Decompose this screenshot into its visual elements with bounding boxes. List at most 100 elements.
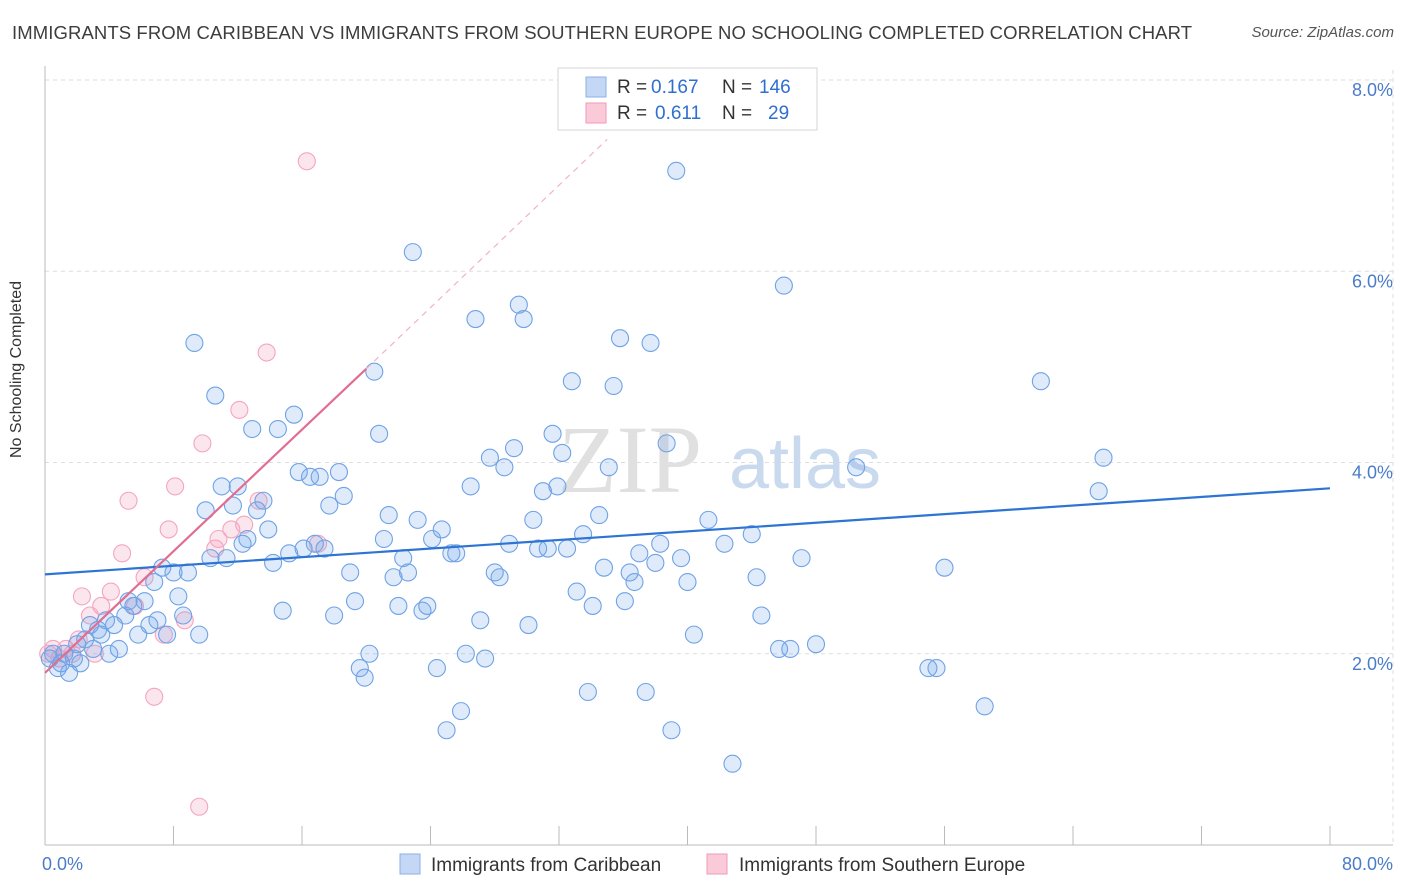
data-point-caribbean xyxy=(667,161,686,180)
data-point-caribbean xyxy=(604,376,623,396)
data-point-caribbean xyxy=(158,625,177,644)
data-point-caribbean xyxy=(557,539,577,558)
data-point-caribbean xyxy=(109,639,128,659)
data-point-southern-europe xyxy=(190,797,209,816)
source-label: Source: ZipAtlas.com xyxy=(1251,24,1394,41)
data-point-caribbean xyxy=(284,405,304,424)
data-point-caribbean xyxy=(476,649,495,668)
watermark-atlas: atlas xyxy=(729,424,881,504)
data-point-caribbean xyxy=(254,491,273,510)
data-point-caribbean xyxy=(562,372,581,391)
data-point-caribbean xyxy=(1089,482,1108,501)
data-point-caribbean xyxy=(723,754,742,773)
y-tick-label: 6.0% xyxy=(1352,271,1393,291)
legend-swatch-pink xyxy=(706,853,728,875)
x-tick-label: 80.0% xyxy=(1342,854,1393,874)
data-point-caribbean xyxy=(418,596,437,615)
data-point-southern-europe xyxy=(193,434,212,453)
data-point-caribbean xyxy=(548,477,567,496)
data-point-caribbean xyxy=(524,510,543,529)
data-point-caribbean xyxy=(781,639,800,659)
data-point-southern-europe xyxy=(257,343,276,362)
data-point-caribbean xyxy=(1031,372,1050,391)
data-point-caribbean xyxy=(223,496,242,515)
legend-r-label: R = xyxy=(617,77,647,98)
legend-n-label: N = xyxy=(722,103,752,124)
data-point-caribbean xyxy=(178,563,198,582)
data-point-caribbean xyxy=(247,501,267,520)
data-point-southern-europe xyxy=(145,687,164,706)
data-point-caribbean xyxy=(594,558,614,577)
data-point-caribbean xyxy=(365,362,384,381)
data-point-caribbean xyxy=(228,477,247,496)
data-point-caribbean xyxy=(699,510,718,529)
data-point-caribbean xyxy=(975,697,994,716)
data-point-caribbean xyxy=(135,592,154,611)
data-point-caribbean xyxy=(238,529,257,549)
data-point-caribbean xyxy=(636,682,655,702)
trend-line-caribbean xyxy=(44,487,1331,576)
data-point-caribbean xyxy=(504,439,524,458)
data-point-caribbean xyxy=(264,553,283,572)
data-point-caribbean xyxy=(329,463,348,482)
bottom-legend: Immigrants from Caribbean Immigrants fro… xyxy=(399,853,1025,876)
data-point-caribbean xyxy=(334,486,353,506)
data-point-southern-europe xyxy=(166,477,185,496)
data-point-caribbean xyxy=(774,276,793,295)
data-point-caribbean xyxy=(662,721,681,740)
data-point-caribbean xyxy=(206,386,225,405)
data-point-caribbean xyxy=(169,587,188,606)
data-point-caribbean xyxy=(533,482,552,501)
data-point-caribbean xyxy=(437,721,456,740)
legend-r-value-blue: 0.167 xyxy=(651,77,699,98)
data-point-caribbean xyxy=(320,496,339,515)
data-point-caribbean xyxy=(379,506,398,525)
data-point-caribbean xyxy=(806,635,826,654)
series-southern-europe xyxy=(39,152,328,816)
data-point-caribbean xyxy=(403,243,422,262)
data-point-caribbean xyxy=(514,310,533,329)
data-point-caribbean xyxy=(310,467,329,486)
data-point-caribbean xyxy=(792,549,811,568)
grid-lines xyxy=(45,70,1394,845)
data-point-caribbean xyxy=(174,606,193,625)
trend-lines xyxy=(44,138,1331,674)
data-point-caribbean xyxy=(325,606,344,625)
data-point-southern-europe xyxy=(92,596,111,615)
data-point-caribbean xyxy=(672,549,691,568)
data-point-caribbean xyxy=(432,520,451,539)
data-point-caribbean xyxy=(927,659,946,678)
data-point-caribbean xyxy=(651,534,670,553)
data-point-caribbean xyxy=(374,529,393,549)
data-point-caribbean xyxy=(657,434,676,453)
data-point-caribbean xyxy=(529,539,548,558)
data-point-caribbean xyxy=(625,572,644,592)
data-point-caribbean xyxy=(315,539,334,558)
data-point-caribbean xyxy=(185,333,204,353)
data-point-caribbean xyxy=(538,539,557,558)
data-point-caribbean xyxy=(370,424,389,443)
legend-swatch-blue xyxy=(399,853,421,875)
data-point-caribbean xyxy=(389,596,408,615)
data-point-caribbean xyxy=(543,424,562,443)
data-point-caribbean xyxy=(341,563,360,582)
data-point-caribbean xyxy=(212,477,231,496)
data-point-caribbean xyxy=(190,625,209,644)
y-axis-label: No Schooling Completed xyxy=(8,281,25,458)
data-point-caribbean xyxy=(466,310,485,329)
data-point-caribbean xyxy=(408,510,427,529)
data-point-caribbean xyxy=(398,563,418,582)
data-point-southern-europe xyxy=(113,544,132,563)
data-point-caribbean xyxy=(590,506,609,525)
data-point-southern-europe xyxy=(230,400,249,419)
legend-n-label: N = xyxy=(722,77,752,98)
data-point-caribbean xyxy=(471,611,490,630)
legend-label-southern-europe: Immigrants from Southern Europe xyxy=(739,855,1025,876)
watermark: ZIP atlas xyxy=(558,406,881,513)
chart-title: IMMIGRANTS FROM CARIBBEAN VS IMMIGRANTS … xyxy=(12,22,1193,43)
legend-n-value-pink: 29 xyxy=(768,103,789,124)
data-point-caribbean xyxy=(273,601,292,620)
data-point-caribbean xyxy=(519,616,538,635)
legend-swatch-blue xyxy=(585,76,607,98)
data-point-caribbean xyxy=(553,443,572,462)
